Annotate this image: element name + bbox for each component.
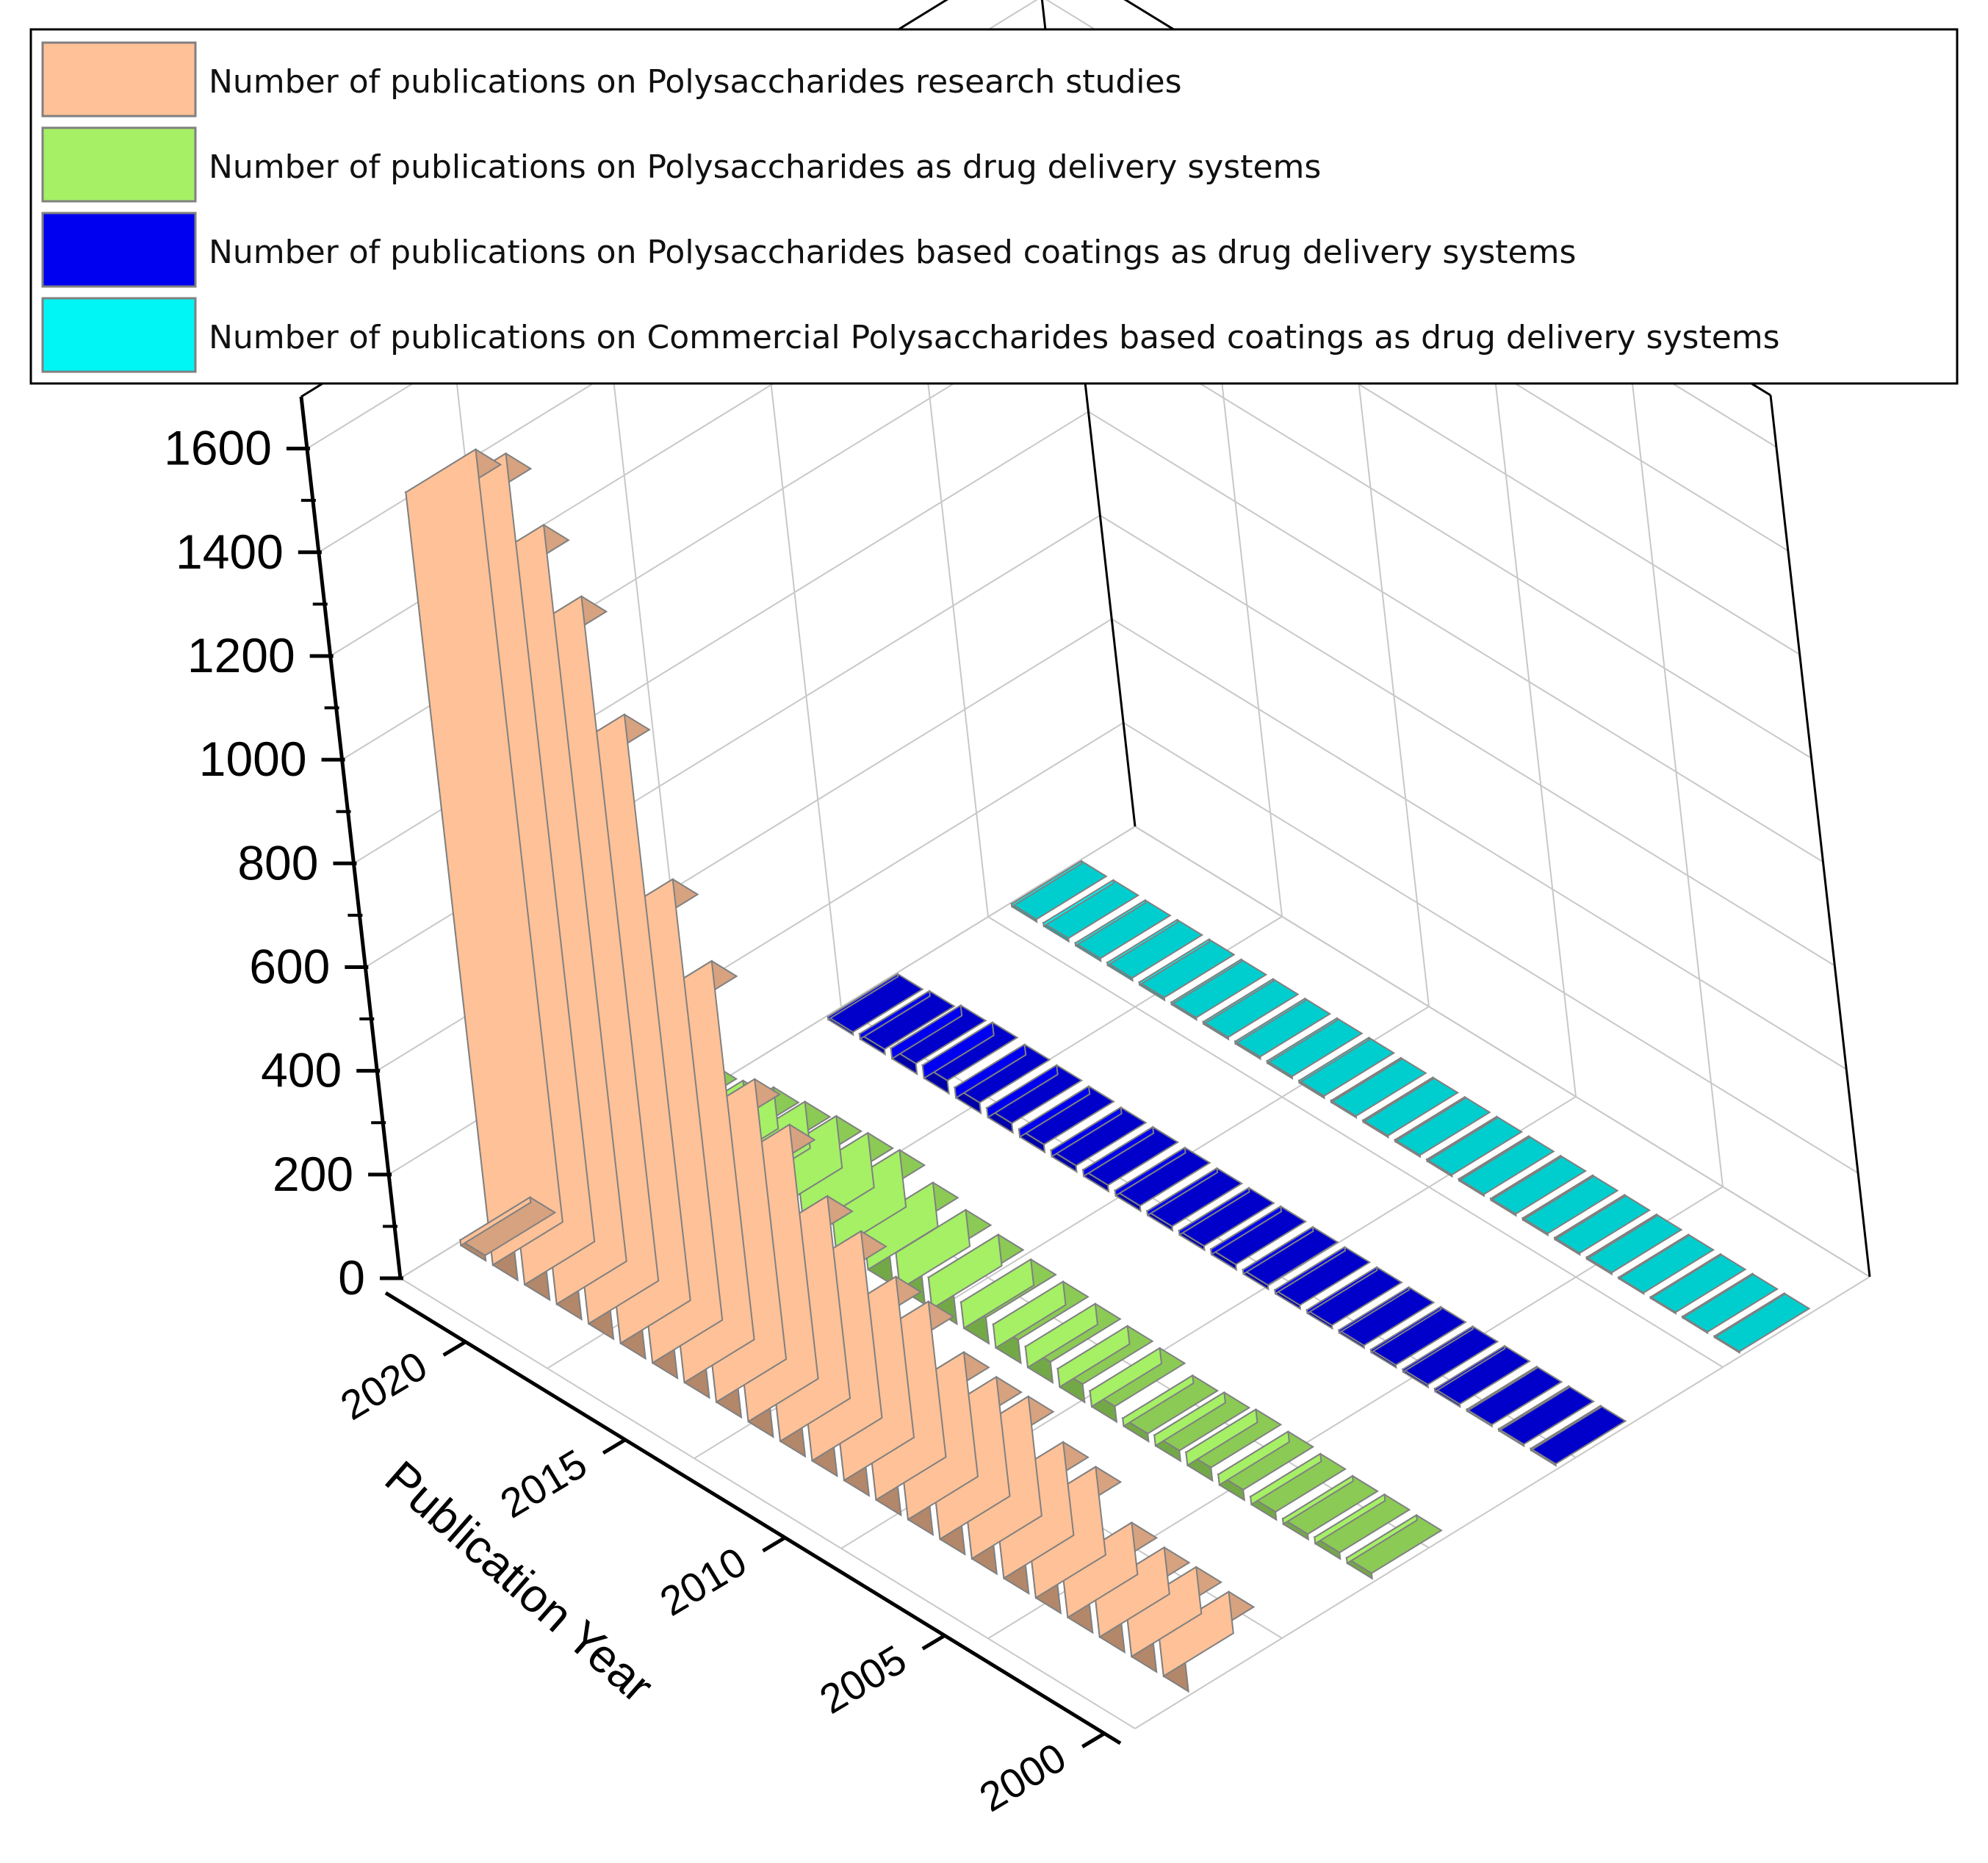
bar-2-2000 bbox=[1529, 1404, 1627, 1467]
z-tick-label: 400 bbox=[261, 1043, 342, 1098]
bar-1-2007 bbox=[1121, 1374, 1220, 1444]
bar-3-2003 bbox=[1617, 1233, 1715, 1296]
bar-1-2011 bbox=[992, 1280, 1090, 1365]
legend-swatch bbox=[41, 126, 197, 203]
bar-0-2000 bbox=[1157, 1590, 1256, 1693]
bar-3-2004 bbox=[1585, 1213, 1683, 1276]
legend-entry: Number of publications on Polysaccharide… bbox=[209, 148, 1321, 186]
z-tick-label: 0 bbox=[338, 1250, 365, 1305]
bar-3-2017 bbox=[1170, 958, 1268, 1022]
bar-3-2020 bbox=[1073, 898, 1172, 963]
bar-2-2012 bbox=[1145, 1167, 1244, 1233]
bar-2-2015 bbox=[1049, 1106, 1148, 1174]
bar-3-2000 bbox=[1713, 1291, 1811, 1355]
year-tick-label: 2005 bbox=[812, 1636, 914, 1723]
z-axis-line bbox=[299, 396, 403, 1279]
bar-3-2015 bbox=[1234, 997, 1332, 1061]
bar-1-2014 bbox=[894, 1208, 993, 1306]
bar-3-2014 bbox=[1265, 1017, 1364, 1080]
bar-2-2022 bbox=[826, 973, 924, 1037]
bar-3-2019 bbox=[1106, 918, 1204, 982]
year-axis-line bbox=[384, 1291, 1122, 1745]
bar-3-2002 bbox=[1649, 1253, 1747, 1315]
z-tick-label: 600 bbox=[249, 939, 330, 993]
bar-2-2002 bbox=[1465, 1365, 1563, 1428]
bar-2-2005 bbox=[1369, 1305, 1467, 1369]
bar-1-2004 bbox=[1217, 1430, 1315, 1502]
legend: Number of publications on Polysaccharide… bbox=[29, 28, 1959, 385]
bar-3-2007 bbox=[1489, 1154, 1588, 1217]
bar-1-2005 bbox=[1184, 1408, 1283, 1482]
bar-1-2001 bbox=[1313, 1493, 1411, 1560]
legend-entry: Number of publications on Commercial Pol… bbox=[209, 319, 1780, 356]
bar-2-2008 bbox=[1273, 1245, 1372, 1311]
z-tick-label: 800 bbox=[237, 835, 318, 890]
bar-1-2010 bbox=[1023, 1302, 1122, 1385]
bar-2-2011 bbox=[1177, 1186, 1275, 1252]
year-tick-label: 2000 bbox=[971, 1734, 1073, 1820]
bar-2-2021 bbox=[858, 990, 956, 1056]
bar-2-2006 bbox=[1337, 1286, 1436, 1349]
legend-entry: Number of publications on Polysaccharide… bbox=[209, 63, 1182, 101]
legend-entry: Number of publications on Polysaccharide… bbox=[209, 234, 1576, 271]
bar-2-2003 bbox=[1433, 1344, 1531, 1408]
bar-3-2001 bbox=[1681, 1272, 1779, 1335]
z-tick-label: 1200 bbox=[187, 628, 295, 682]
bar-1-2003 bbox=[1249, 1452, 1347, 1521]
bar-0-2002 bbox=[1092, 1546, 1191, 1654]
bar-2-2018 bbox=[953, 1043, 1051, 1115]
year-tick-label: 2015 bbox=[492, 1440, 594, 1527]
bar-3-2012 bbox=[1329, 1056, 1427, 1120]
bar-3-2013 bbox=[1297, 1036, 1396, 1100]
bar-1-2012 bbox=[959, 1258, 1057, 1345]
bars bbox=[404, 448, 1811, 1693]
bar-3-2018 bbox=[1137, 938, 1236, 1002]
year-tick-label: 2010 bbox=[652, 1538, 754, 1624]
bar-1-2002 bbox=[1281, 1474, 1379, 1541]
z-tick-label: 1400 bbox=[176, 525, 284, 579]
bar-3-2016 bbox=[1201, 978, 1300, 1041]
bar-3-2021 bbox=[1042, 879, 1140, 943]
bar-0-2022 bbox=[458, 1196, 557, 1263]
bar-1-2006 bbox=[1153, 1391, 1251, 1463]
bar-2-2020 bbox=[889, 1003, 987, 1075]
bar-2-2019 bbox=[921, 1021, 1019, 1095]
bar-1-2013 bbox=[926, 1233, 1025, 1326]
bar-2-2009 bbox=[1241, 1225, 1339, 1291]
bar-0-2021 bbox=[404, 448, 563, 1282]
bar-3-2009 bbox=[1425, 1115, 1524, 1178]
z-tick-label: 200 bbox=[273, 1147, 353, 1201]
bar-1-2000 bbox=[1345, 1513, 1443, 1580]
bar-3-2006 bbox=[1521, 1174, 1619, 1237]
bar-3-2008 bbox=[1457, 1134, 1555, 1197]
bar-2-2014 bbox=[1081, 1125, 1180, 1193]
bar-3-2005 bbox=[1553, 1193, 1652, 1256]
bar-2-2016 bbox=[1018, 1085, 1115, 1154]
legend-swatch bbox=[41, 212, 197, 288]
bar-1-2008 bbox=[1088, 1347, 1186, 1424]
bar-3-2011 bbox=[1361, 1076, 1460, 1139]
bar-2-2017 bbox=[985, 1064, 1084, 1134]
legend-box bbox=[29, 28, 1959, 385]
z-tick-label: 1600 bbox=[164, 421, 272, 475]
legend-swatch bbox=[41, 41, 197, 118]
bar-3-2010 bbox=[1393, 1095, 1491, 1158]
bar-2-2013 bbox=[1113, 1146, 1211, 1213]
bar-2-2004 bbox=[1401, 1325, 1499, 1389]
legend-swatch bbox=[41, 297, 197, 373]
bar-0-2001 bbox=[1125, 1565, 1223, 1673]
z-tick-label: 1000 bbox=[199, 732, 307, 786]
bar-1-2009 bbox=[1056, 1325, 1154, 1404]
bar-2-2010 bbox=[1209, 1205, 1308, 1272]
bar-2-2007 bbox=[1305, 1266, 1403, 1330]
bar-2-2001 bbox=[1497, 1385, 1595, 1448]
bar-3-2022 bbox=[1009, 860, 1108, 923]
year-tick-label: 2020 bbox=[333, 1342, 435, 1429]
